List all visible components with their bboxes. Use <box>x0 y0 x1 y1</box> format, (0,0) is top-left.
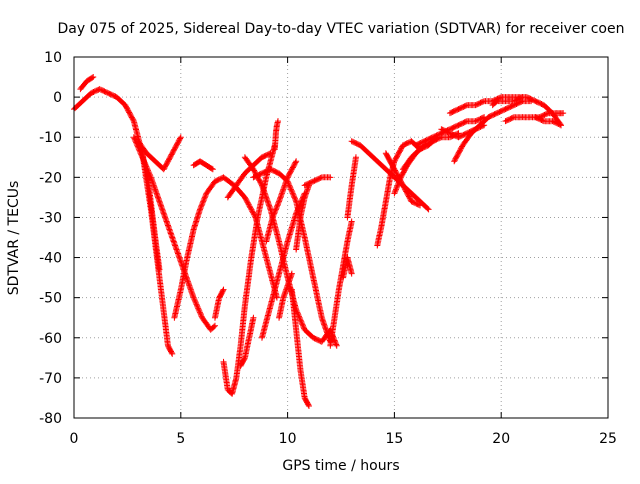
series-marker-track <box>212 287 226 320</box>
series-pass-23 <box>344 154 359 221</box>
x-tick-label: 10 <box>279 431 297 447</box>
series-pass-05 <box>139 150 163 273</box>
series-marker-track <box>533 114 563 128</box>
y-tick-label: -80 <box>39 411 62 427</box>
series-pass-15 <box>263 158 300 245</box>
x-tick-label: 5 <box>176 431 185 447</box>
x-axis-title: GPS time / hours <box>282 458 399 474</box>
series-pass-28 <box>399 134 441 173</box>
series-marker-track <box>78 74 96 91</box>
series-marker-track <box>238 316 257 368</box>
x-tick-label: 15 <box>385 431 403 447</box>
series-pass-32 <box>438 122 488 141</box>
data-point <box>333 342 340 349</box>
y-tick-label: 0 <box>53 90 62 106</box>
series-pass-04 <box>135 134 184 173</box>
series-marker-track <box>289 288 312 408</box>
series-marker-track <box>259 191 308 340</box>
series-pass-02 <box>77 74 97 93</box>
series-marker-track <box>344 155 359 219</box>
series-marker-track <box>302 174 332 188</box>
y-tick-label: 10 <box>44 50 62 66</box>
series-marker-track <box>448 94 564 127</box>
series-marker-track <box>225 150 273 200</box>
series-marker-track <box>490 94 525 108</box>
series-marker-track <box>191 159 215 172</box>
y-tick-label: -30 <box>39 210 62 226</box>
series-marker-track <box>383 151 422 208</box>
series-marker-track <box>139 151 163 272</box>
series-pass-18 <box>288 286 312 409</box>
axis-ticks: 0 5 10 15 20 25 -80 -70 -60 -50 -40 -30 -20 -10 0 10 <box>39 50 617 447</box>
series-marker-track <box>135 135 184 172</box>
series-pass-21 <box>327 218 355 349</box>
series-pass-08 <box>211 286 227 321</box>
series-pass-35 <box>532 114 565 129</box>
series-marker-track <box>171 174 280 320</box>
series-marker-track <box>327 219 355 348</box>
series-pass-09 <box>220 142 278 397</box>
series-pass-20 <box>301 174 334 189</box>
series-pass-16 <box>271 118 281 153</box>
series-pass-22 <box>340 254 355 281</box>
y-axis-title: SDTVAR / TECUs <box>6 181 22 296</box>
plot-frame <box>73 56 609 419</box>
series-marker-track <box>263 159 299 244</box>
grid <box>74 57 608 418</box>
series-pass-33 <box>489 94 526 109</box>
y-tick-label: -60 <box>39 331 62 347</box>
series-marker-track <box>72 86 175 356</box>
chart-title: Day 075 of 2025, Sidereal Day-to-day VTE… <box>58 21 625 37</box>
x-tick-label: 0 <box>70 431 79 447</box>
y-tick-label: -40 <box>39 251 62 267</box>
series-pass-11 <box>237 314 257 369</box>
x-tick-label: 25 <box>599 431 617 447</box>
series-pass-01 <box>71 86 176 357</box>
x-tick-label: 20 <box>492 431 510 447</box>
series-pass-31 <box>451 98 535 165</box>
y-tick-label: -20 <box>39 170 62 186</box>
series-marker-track <box>220 143 278 396</box>
series-marker-track <box>340 255 355 280</box>
series-marker-track <box>400 135 440 172</box>
y-tick-label: -50 <box>39 291 62 307</box>
data-point <box>190 294 197 301</box>
series-marker-track <box>439 122 486 140</box>
series-marker-track <box>271 119 281 151</box>
data-point <box>147 174 154 181</box>
series-marker-track <box>293 183 312 252</box>
series-pass-07 <box>190 158 216 173</box>
data-points <box>71 74 567 409</box>
data-point <box>293 158 300 165</box>
series-pass-12 <box>241 154 340 349</box>
series-marker-track <box>276 271 295 320</box>
y-tick-label: -10 <box>39 130 62 146</box>
data-point <box>130 134 137 141</box>
y-tick-label: -70 <box>39 371 62 387</box>
series-pass-26 <box>382 150 424 209</box>
series-pass-17 <box>276 270 295 321</box>
